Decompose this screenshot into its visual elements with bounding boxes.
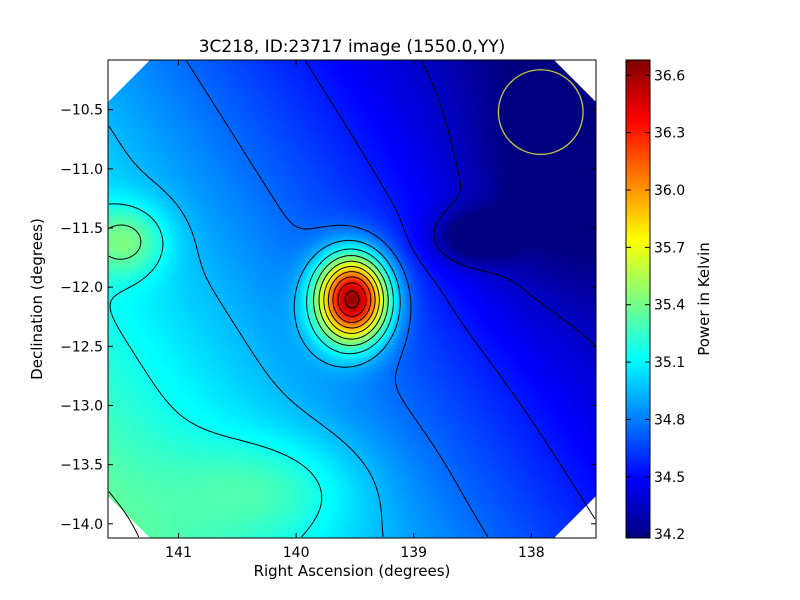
contour-line	[108, 224, 389, 538]
plot-area: 141 140 139 138 −10.5−11.0−11.5−12.0−12.5−1…	[60, 59, 597, 561]
colorbar-tick-label: 36.3	[654, 126, 685, 142]
contour-line	[186, 60, 489, 538]
contour-line	[344, 290, 360, 309]
contour-line	[337, 282, 367, 317]
contour-line	[304, 60, 596, 520]
colorbar-tick-label: 34.8	[654, 412, 685, 428]
y-tick-label: −11.5	[60, 221, 103, 237]
colorbar-tick-label: 35.1	[654, 355, 685, 371]
y-tick-label: −11.0	[60, 162, 103, 178]
heatmap-image	[108, 60, 596, 538]
chart-title: 3C218, ID:23717 image (1550.0,YY)	[199, 37, 506, 57]
y-axis-label: Declination (degrees)	[28, 218, 46, 380]
colorbar: 36.6 36.3 36.0 35.7 35.4 35.1 34.8 34.5 34.2 Pow…	[625, 59, 713, 543]
y-tick-label: −10.5	[60, 103, 103, 119]
y-tick-label: −14.0	[60, 517, 103, 533]
colorbar-label: Power in Kelvin	[695, 242, 713, 356]
plot-frame	[107, 59, 597, 539]
contour-line	[318, 260, 385, 340]
colorbar-ticks: 36.6 36.3 36.0 35.7 35.4 35.1 34.8 34.5 34.2	[626, 68, 685, 543]
x-axis-label: Right Ascension (degrees)	[254, 562, 451, 580]
y-tick-label: −12.5	[60, 339, 103, 355]
colorbar-tick-label: 34.2	[654, 527, 685, 543]
contour-line	[323, 266, 380, 334]
colorbar-tick-label: 35.7	[654, 240, 685, 256]
x-axis-ticks: 141 140 139 138	[165, 60, 545, 561]
colorbar-tick-label: 36.0	[654, 183, 685, 199]
y-axis-ticks: −10.5 −11.0 −11.5 −12.0 −12.5 −13.0 −13.5 −14.0	[60, 103, 596, 533]
y-tick-label: −13.5	[60, 458, 103, 474]
x-tick-label: 138	[518, 545, 545, 561]
colorbar-tick-label: 36.6	[654, 68, 685, 84]
beam-circle	[497, 69, 584, 156]
colorbar-tick-label: 35.4	[654, 298, 685, 314]
x-tick-label: 141	[165, 545, 192, 561]
x-tick-label: 140	[283, 545, 310, 561]
contour-line	[108, 125, 401, 538]
contour-line	[332, 276, 372, 323]
contour-line	[421, 60, 596, 346]
contour-lines	[108, 60, 596, 538]
contour-line	[327, 271, 376, 329]
contour-line	[108, 203, 394, 538]
x-tick-label: 139	[400, 545, 427, 561]
colorbar-gradient	[625, 59, 651, 539]
colorbar-tick-label: 34.5	[654, 470, 685, 486]
y-tick-label: −12.0	[60, 280, 103, 296]
y-tick-label: −13.0	[60, 398, 103, 414]
